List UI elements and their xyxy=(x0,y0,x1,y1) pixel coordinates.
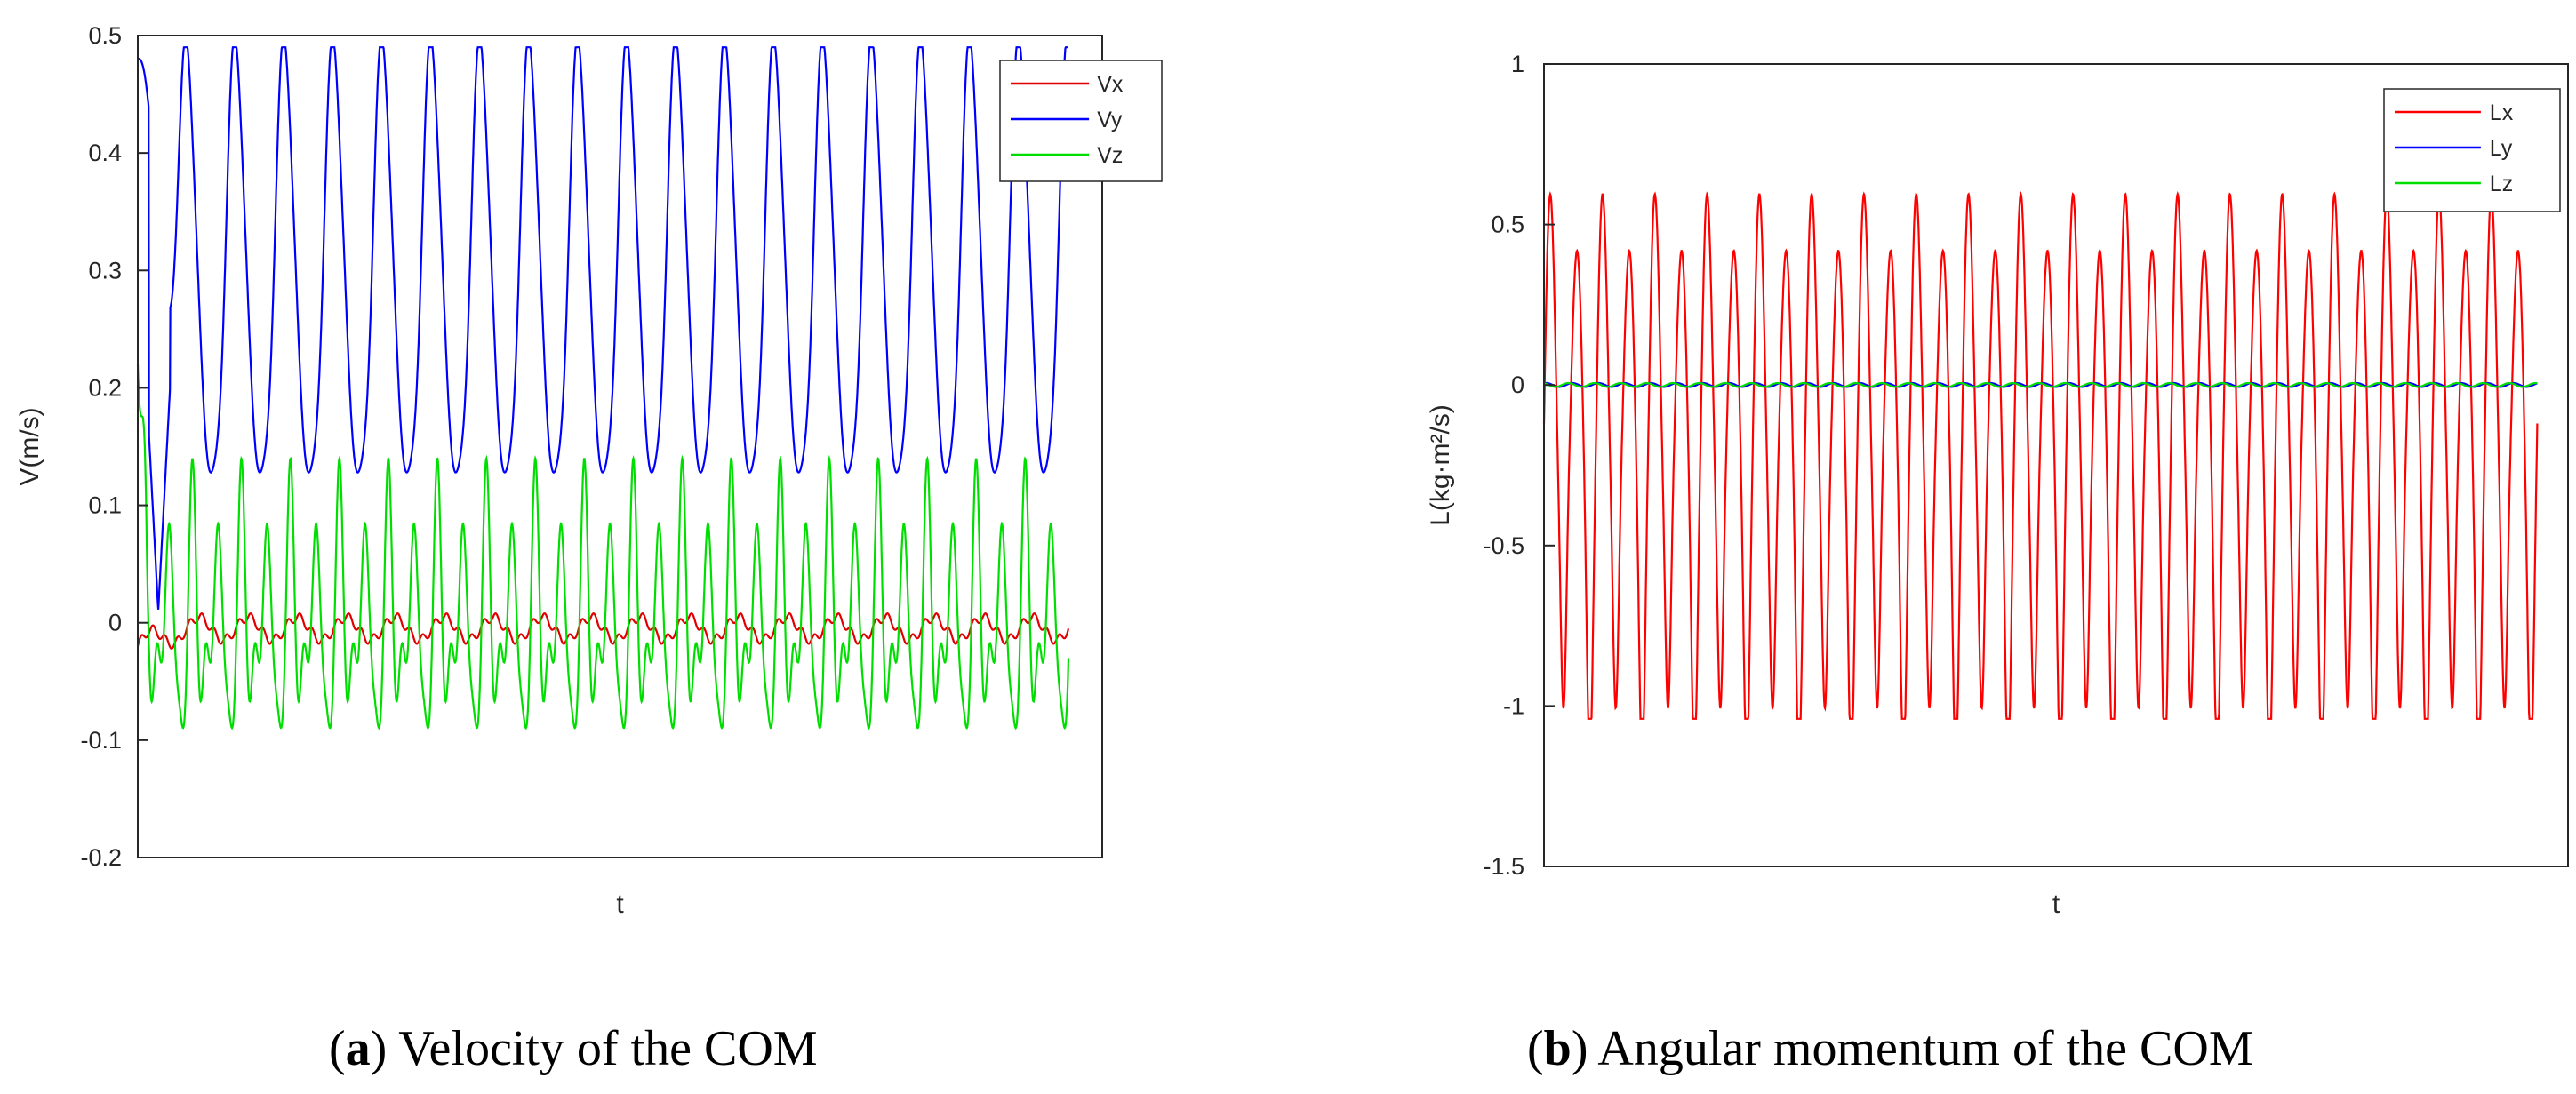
velocity-legend: Vx Vy Vz xyxy=(999,60,1163,182)
y-tick-label: 0.2 xyxy=(88,374,122,401)
caption-velocity: (a) Velocity of the COM xyxy=(329,1021,818,1076)
momentum-x-axis-label: t xyxy=(2052,890,2060,919)
series-line-lx xyxy=(1542,190,2539,720)
legend-label-vz: Vz xyxy=(1097,143,1123,168)
series-line-vx xyxy=(136,612,1070,650)
y-tick-label: 0.5 xyxy=(88,22,122,49)
y-tick-label: -0.1 xyxy=(80,727,122,754)
chart-velocity: 0.5 0.4 0.3 0.2 0.1 0 -0.1 -0.2 t V(m/s) Vx Vy Vz xyxy=(15,22,1163,919)
legend-box xyxy=(999,60,1163,182)
velocity-y-ticks: 0.5 0.4 0.3 0.2 0.1 0 -0.1 -0.2 xyxy=(80,22,148,871)
chart-angular-momentum: 1 0.5 0 -0.5 -1 -1.5 t L(kg·m²/s) Lx Ly Lz xyxy=(1426,51,2569,919)
momentum-y-ticks: 1 0.5 0 -0.5 -1 -1.5 xyxy=(1483,51,1555,880)
legend-label-vy: Vy xyxy=(1097,108,1123,132)
momentum-y-axis-label: L(kg·m²/s) xyxy=(1426,404,1455,526)
momentum-legend: Lx Ly Lz xyxy=(2383,88,2561,212)
velocity-y-axis-label: V(m/s) xyxy=(15,407,44,485)
momentum-plot-area xyxy=(1543,63,2569,867)
y-tick-label: 0 xyxy=(1511,371,1524,398)
y-tick-label: 0.3 xyxy=(88,257,122,283)
y-tick-label: 0.1 xyxy=(88,492,122,519)
y-tick-label: -1 xyxy=(1503,692,1524,719)
y-tick-label: -0.5 xyxy=(1483,532,1524,559)
series-line-vy xyxy=(137,46,1068,610)
legend-label-lx: Lx xyxy=(2490,100,2514,125)
legend-label-ly: Ly xyxy=(2490,136,2513,161)
velocity-series-group xyxy=(136,46,1070,731)
caption-letter-b: b xyxy=(1543,1021,1572,1076)
caption-text-b: Angular momentum of the COM xyxy=(1597,1021,2253,1076)
velocity-plot-area xyxy=(137,35,1103,858)
velocity-x-axis-label: t xyxy=(616,890,624,919)
y-tick-label: -1.5 xyxy=(1483,853,1524,880)
caption-angular-momentum: (b) Angular momentum of the COM xyxy=(1527,1021,2253,1076)
momentum-series-group xyxy=(1542,190,2539,720)
legend-label-vx: Vx xyxy=(1097,72,1124,97)
y-tick-label: 0.5 xyxy=(1491,212,1524,238)
caption-letter-a: a xyxy=(345,1021,371,1076)
legend-box xyxy=(2383,88,2561,212)
y-tick-label: 0 xyxy=(108,610,122,636)
y-tick-label: 1 xyxy=(1511,51,1524,77)
legend-label-lz: Lz xyxy=(2490,172,2513,196)
caption-text-a: Velocity of the COM xyxy=(398,1021,818,1076)
y-tick-label: 0.4 xyxy=(88,140,122,166)
series-line-lz xyxy=(1543,381,2538,388)
y-tick-label: -0.2 xyxy=(80,844,122,871)
series-line-vz xyxy=(136,363,1070,731)
